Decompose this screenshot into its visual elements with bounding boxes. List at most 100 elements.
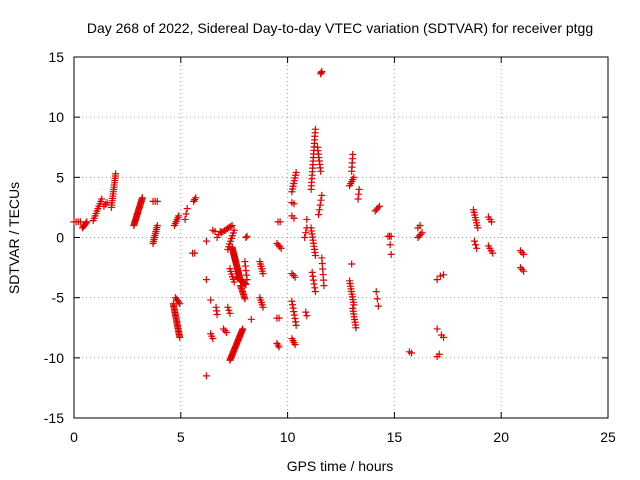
data-point (440, 271, 448, 279)
data-point (290, 308, 298, 316)
data-point (175, 212, 183, 220)
data-point (76, 218, 84, 226)
data-point (518, 265, 526, 273)
data-point (386, 241, 394, 249)
x-tick-label: 5 (177, 429, 185, 445)
data-point (309, 276, 317, 284)
data-point (292, 318, 300, 326)
data-point (213, 234, 221, 241)
data-point (292, 169, 300, 177)
data-point (374, 302, 382, 310)
data-point (290, 311, 298, 319)
data-point (350, 173, 358, 181)
data-point (291, 341, 299, 349)
x-tick-label: 0 (70, 429, 78, 445)
data-point (202, 276, 210, 284)
data-point (230, 278, 238, 286)
data-point (375, 202, 383, 210)
data-point (373, 295, 381, 303)
data-point (374, 204, 382, 212)
data-point (315, 211, 323, 219)
data-point (488, 218, 496, 226)
data-point (349, 150, 357, 158)
data-point (202, 237, 210, 245)
data-point (247, 315, 255, 323)
data-point (301, 234, 309, 241)
data-point (230, 226, 238, 234)
data-point (489, 249, 497, 257)
data-point (276, 243, 284, 251)
data-point (182, 210, 190, 218)
data-point (436, 272, 444, 280)
data-point (291, 314, 299, 322)
data-point (181, 215, 189, 223)
y-tick-label: 15 (48, 49, 64, 65)
data-point (516, 247, 524, 255)
data-point (303, 215, 311, 223)
data-point (289, 271, 297, 279)
data-point (242, 234, 250, 241)
data-point (277, 244, 285, 252)
data-point (82, 219, 90, 227)
y-tick-label: -15 (44, 410, 64, 426)
y-tick-label: 0 (56, 230, 64, 246)
data-point (311, 125, 319, 133)
data-point (435, 350, 443, 358)
data-point (242, 280, 250, 288)
data-point (213, 311, 221, 319)
data-point (274, 341, 282, 349)
data-point (350, 301, 358, 309)
data-point (98, 195, 106, 203)
data-point (302, 229, 310, 237)
data-point (226, 309, 234, 317)
data-point (474, 224, 482, 232)
data-point (112, 170, 120, 178)
data-point (387, 232, 395, 240)
data-point (83, 218, 91, 226)
data-point (317, 196, 325, 204)
data-point (138, 194, 146, 202)
data-point (518, 249, 526, 257)
data-point (318, 67, 326, 75)
data-point (191, 249, 199, 257)
data-point (440, 333, 448, 341)
data-point (308, 268, 316, 276)
data-point (290, 200, 298, 208)
data-point (153, 197, 161, 205)
data-point (310, 280, 318, 288)
data-point (224, 303, 232, 311)
data-point (289, 304, 297, 312)
data-point (290, 214, 298, 222)
y-tick-label: 10 (48, 109, 64, 125)
data-point (259, 303, 267, 311)
y-tick-label: 5 (56, 169, 64, 185)
chart-title: Day 268 of 2022, Sidereal Day-to-day VTE… (87, 20, 593, 36)
data-point (202, 372, 210, 380)
data-point (317, 167, 325, 175)
data-point (176, 333, 184, 341)
data-point (520, 267, 528, 275)
grid-lines (74, 57, 608, 418)
data-point (276, 218, 284, 226)
data-point (223, 329, 231, 337)
data-point (348, 260, 356, 268)
data-point (311, 284, 319, 292)
data-point (316, 201, 324, 209)
data-point (275, 343, 283, 351)
data-point (309, 272, 317, 280)
data-point (407, 349, 415, 357)
data-point (433, 276, 441, 284)
x-tick-label: 25 (600, 429, 616, 445)
data-point (387, 250, 395, 258)
data-point (311, 252, 319, 260)
data-point (288, 270, 296, 278)
data-point (471, 237, 478, 245)
data-point (191, 196, 199, 204)
data-point (520, 250, 528, 258)
y-tick-label: -5 (52, 290, 65, 306)
data-point (433, 325, 441, 333)
data-point (288, 301, 296, 309)
data-point (302, 308, 310, 316)
data-point (288, 297, 296, 305)
axis-ticks: 0 5 10 15 20 25 -15 -10 -5 0 5 10 15 (44, 49, 616, 445)
